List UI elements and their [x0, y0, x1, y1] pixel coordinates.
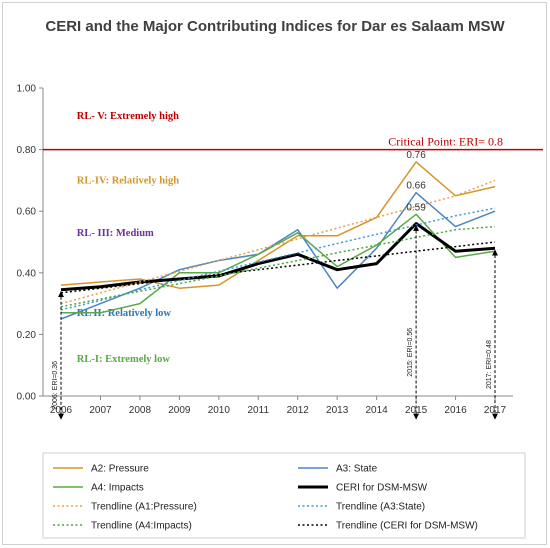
legend-label: Trendline (CERI for DSM-MSW)	[336, 521, 478, 532]
series-lines	[60, 161, 496, 320]
data-label: 0.59	[406, 202, 426, 213]
eri-arrow-label: 2017: ERI=0.48	[486, 340, 493, 389]
x-tick-label: 2007	[89, 405, 112, 416]
chart-title: CERI and the Major Contributing Indices …	[45, 18, 505, 35]
legend-label: CERI for DSM-MSW	[336, 483, 428, 494]
x-tick-label: 2010	[208, 405, 231, 416]
zone-label: RL II: Relatively low	[77, 308, 172, 319]
x-tick-label: 2014	[366, 405, 389, 416]
data-label: 0.66	[406, 181, 426, 192]
x-tick-label: 2009	[168, 405, 191, 416]
legend-label: A3: State	[336, 464, 378, 475]
zone-label: RL- III: Medium	[77, 228, 154, 239]
zone-label: RL- V: Extremely high	[77, 111, 179, 122]
y-tick-label: 0.40	[17, 268, 37, 279]
y-tick-label: 1.00	[17, 84, 37, 95]
legend: A2: Pressure A3: State A4: Impacts CERI for…	[42, 452, 526, 539]
series-line	[60, 225, 496, 308]
series-line	[60, 161, 496, 289]
y-tick-label: 0.60	[17, 207, 37, 218]
x-tick-label: 2013	[326, 405, 349, 416]
chart-svg: CERI and the Major Contributing Indices …	[17, 18, 543, 539]
y-tick-label: 0.80	[17, 145, 37, 156]
data-label: 0.76	[406, 150, 426, 161]
legend-label: A2: Pressure	[91, 464, 149, 475]
critical-point-label: Critical Point: ERI= 0.8	[388, 135, 503, 149]
legend-label: Trendline (A4:Impacts)	[91, 521, 192, 532]
y-tick-label: 0.00	[17, 392, 37, 403]
legend-label: Trendline (A3:State)	[336, 502, 425, 513]
series-line	[60, 191, 496, 320]
x-tick-label: 2008	[129, 405, 152, 416]
eri-arrow-label: 2006: ERI=0.36	[52, 361, 59, 410]
series-line	[60, 179, 496, 305]
legend-box	[42, 452, 526, 539]
zone-label: RL-I: Extremely low	[77, 354, 171, 365]
legend-label: A4: Impacts	[91, 483, 144, 494]
x-tick-label: 2011	[248, 405, 270, 416]
x-tick-label: 2016	[444, 405, 467, 416]
series-line	[60, 241, 496, 294]
risk-level-zones: RL- V: Extremely high RL-IV: Relatively h…	[77, 111, 179, 365]
eri-arrow-label: 2015: ERI=0.56	[407, 328, 414, 377]
series-line	[60, 222, 496, 292]
x-tick-label: 2012	[287, 405, 310, 416]
legend-label: Trendline (A1:Pressure)	[91, 502, 197, 513]
y-tick-label: 0.20	[17, 330, 37, 341]
annotations: Critical Point: ERI= 0.80.76 0.66 0.59 2006…	[43, 135, 543, 420]
zone-label: RL-IV: Relatively high	[77, 175, 179, 186]
